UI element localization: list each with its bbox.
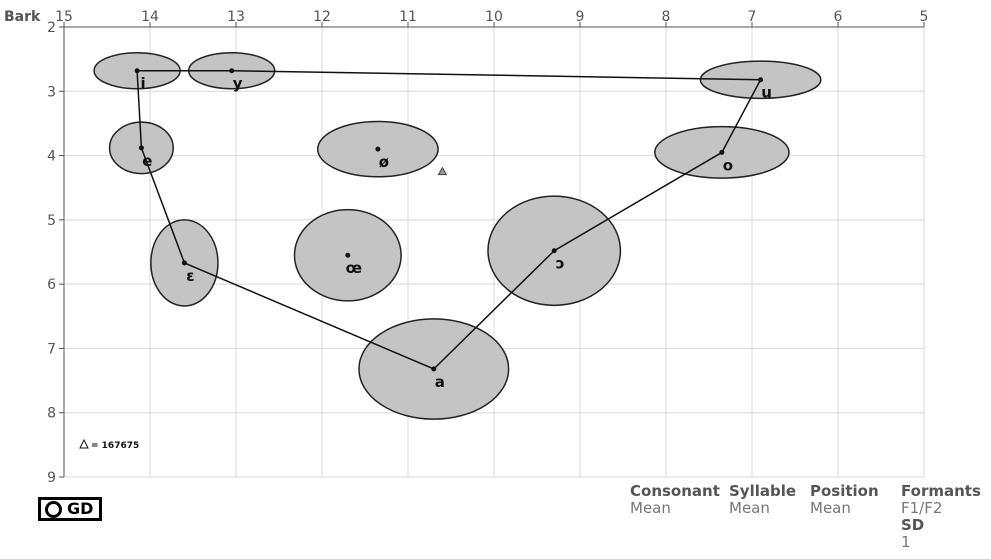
y-axis-title: Bark: [4, 9, 41, 25]
x-tick-label: 7: [748, 9, 757, 25]
legend-text: = 167675: [91, 441, 139, 451]
info-value-sd: 1: [901, 533, 911, 551]
info-header: Formants: [901, 482, 981, 500]
vowel-point: [229, 68, 235, 74]
x-tick-label: 15: [55, 9, 73, 25]
info-header-sd: SD: [901, 516, 925, 534]
vowel-label: ɛ: [186, 267, 194, 285]
x-tick-label: 10: [485, 9, 503, 25]
ring-icon: [45, 500, 62, 518]
info-header: Syllable: [729, 482, 797, 500]
x-tick-label: 5: [920, 9, 929, 25]
axes: 15 14 13 12 11 10 9 8 7 6 5 2 3 4 5 6 7 8 9 Bark: [4, 9, 928, 486]
y-tick-label: 4: [47, 149, 56, 165]
vowel-chart: i y u e ø o ɛ œ ɔ a 15 14 13 12 11 10 9 8 7 6 5 2 3 4 5 6 7 8 9 Bark…: [4, 9, 928, 486]
info-header: Consonant: [630, 482, 720, 500]
info-formants: Formants F1/F2 SD 1: [901, 483, 981, 551]
vowel-label: œ: [346, 259, 362, 277]
y-tick-label: 2: [47, 20, 56, 36]
vowel-point: [181, 260, 187, 266]
y-tick-label: 9: [47, 470, 56, 486]
x-tick-label: 14: [141, 9, 159, 25]
vowel-label: ɔ: [556, 255, 565, 273]
vowel-point: [375, 146, 381, 152]
logo-text: GD: [67, 499, 94, 518]
vowel-ellipses: [93, 51, 822, 420]
vowel-point: [138, 145, 144, 151]
vowel-point: [551, 248, 557, 254]
x-tick-label: 13: [227, 9, 245, 25]
triangle-marker: [437, 166, 448, 176]
vowel-points: [134, 68, 764, 372]
vowel-point: [758, 77, 764, 83]
legend-triangle-icon: [79, 438, 89, 449]
vowel-label: i: [141, 75, 146, 93]
x-tick-label: 12: [313, 9, 331, 25]
info-consonant: Consonant Mean: [630, 483, 720, 517]
info-value: Mean: [810, 499, 851, 517]
vowel-point: [345, 252, 351, 258]
x-tick-label: 8: [662, 9, 671, 25]
x-tick-label: 9: [576, 9, 585, 25]
x-tick-label: 6: [834, 9, 843, 25]
info-value: F1/F2: [901, 499, 943, 517]
y-tick-label: 3: [47, 84, 56, 100]
vowel-point: [431, 366, 437, 372]
vowel-label: u: [761, 84, 772, 102]
info-syllable: Syllable Mean: [729, 483, 796, 517]
y-tick-label: 6: [47, 277, 56, 293]
info-value: Mean: [630, 499, 671, 517]
y-tick-label: 8: [47, 406, 56, 422]
info-header: Position: [810, 482, 879, 500]
vowel-label: y: [233, 75, 243, 93]
gd-logo: GD: [38, 497, 103, 521]
info-position: Position Mean: [810, 483, 879, 517]
legend: = 167675: [79, 438, 139, 451]
x-tick-label: 11: [399, 9, 417, 25]
vowel-point: [719, 149, 725, 155]
vowel-label: e: [142, 152, 152, 170]
vowel-label: a: [435, 373, 445, 391]
vowel-label: ø: [379, 153, 389, 171]
vowel-labels: i y u e ø o ɛ œ ɔ a: [141, 75, 772, 391]
y-tick-label: 5: [47, 213, 56, 229]
info-value: Mean: [729, 499, 770, 517]
vowel-point: [134, 68, 140, 74]
y-tick-label: 7: [47, 341, 56, 357]
vowel-label: o: [723, 156, 733, 174]
